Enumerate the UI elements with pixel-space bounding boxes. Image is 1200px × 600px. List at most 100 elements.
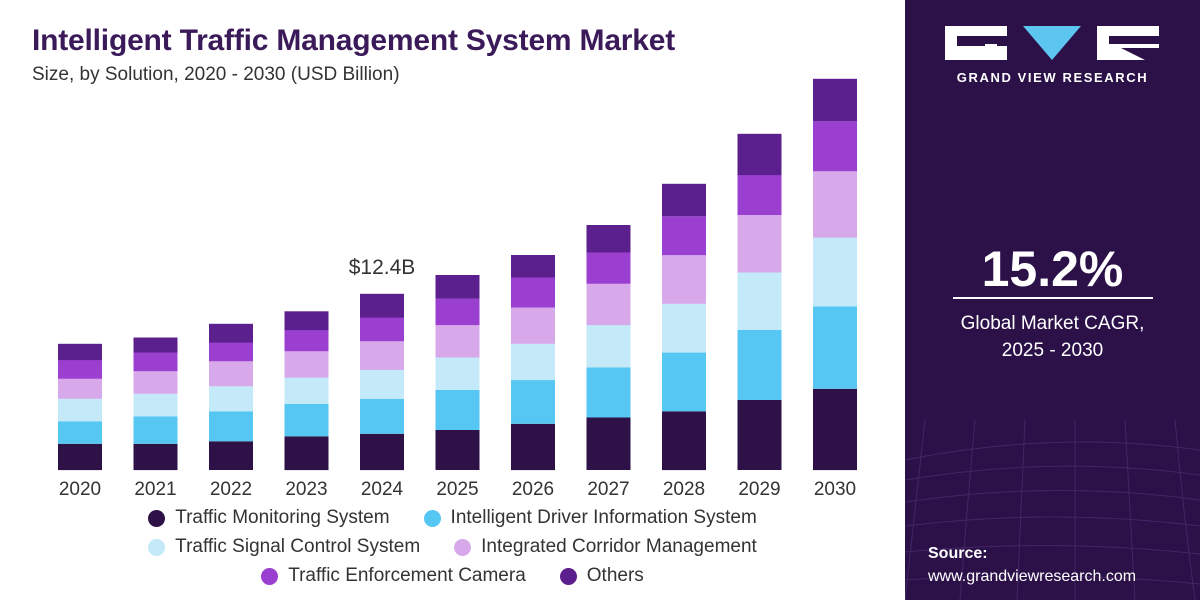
bar-segment-2027-5 <box>586 225 631 253</box>
bar-segment-2025-3 <box>435 325 480 358</box>
bar-segment-2021-5 <box>133 337 178 353</box>
bar-segment-2025-2 <box>435 357 480 390</box>
legend-item-signal-control: Traffic Signal Control System <box>148 536 420 558</box>
bar-annotation-2024: $12.4B <box>349 256 416 279</box>
legend-swatch-driver-information <box>423 509 441 527</box>
bar-segment-2028-4 <box>662 216 706 256</box>
cagr-label-line1: Global Market CAGR, <box>960 313 1145 334</box>
legend-item-enforcement-camera: Traffic Enforcement Camera <box>261 565 526 587</box>
bar-segment-2021-2 <box>133 393 178 417</box>
bar-segment-2028-5 <box>662 183 706 217</box>
legend-swatch-signal-control <box>148 538 166 556</box>
bar-segment-2030-0 <box>813 388 857 471</box>
bar-segment-2026-5 <box>511 255 555 278</box>
bar-segment-2022-5 <box>209 323 253 343</box>
bar-segment-2024-5 <box>360 293 404 318</box>
bar-segment-2028-3 <box>662 255 706 304</box>
bar-segment-2023-5 <box>284 311 329 331</box>
bar-segment-2026-0 <box>511 423 555 471</box>
decorative-grid <box>905 420 1200 600</box>
bar-segment-2021-4 <box>133 352 178 372</box>
bar-segment-2024-1 <box>360 398 404 434</box>
bar-segment-2020-5 <box>58 343 102 361</box>
x-tick-label-2026: 2026 <box>512 479 554 500</box>
x-tick-label-2023: 2023 <box>285 479 327 500</box>
bar-segment-2026-1 <box>511 380 555 424</box>
bar-segment-2020-0 <box>58 443 102 471</box>
chart-legend: Traffic Monitoring System Intelligent Dr… <box>0 505 905 595</box>
bar-segment-2028-0 <box>662 411 706 471</box>
bar-segment-2021-0 <box>133 443 178 471</box>
bar-segment-2029-3 <box>737 215 782 273</box>
bar-segment-2021-3 <box>133 371 178 394</box>
cagr-label-line2: 2025 - 2030 <box>1001 340 1104 361</box>
bar-segment-2025-0 <box>435 430 480 470</box>
bar-segment-2027-0 <box>586 417 631 470</box>
bar-segment-2029-1 <box>737 330 782 400</box>
legend-item-corridor-management: Integrated Corridor Management <box>454 536 757 558</box>
bar-segment-2020-4 <box>58 360 102 379</box>
bar-segment-2020-3 <box>58 378 102 399</box>
bar-segment-2022-2 <box>209 386 253 412</box>
legend-row: Traffic Enforcement Camera Others <box>0 565 905 587</box>
legend-label: Traffic Monitoring System <box>175 507 390 528</box>
chart-title: Intelligent Traffic Management System Ma… <box>32 24 676 57</box>
legend-label: Others <box>586 565 644 586</box>
legend-swatch-others <box>559 567 577 585</box>
x-tick-label-2027: 2027 <box>587 479 629 500</box>
bar-segment-2023-4 <box>284 330 329 352</box>
bar-segment-2027-1 <box>586 367 631 418</box>
bar-segment-2025-5 <box>435 275 480 299</box>
x-tick-label-2025: 2025 <box>436 479 478 500</box>
bar-segment-2027-3 <box>586 283 631 326</box>
bar-segment-2025-1 <box>435 390 480 430</box>
cagr-divider <box>953 297 1153 299</box>
legend-label: Traffic Signal Control System <box>175 536 421 557</box>
x-tick-label-2029: 2029 <box>738 479 780 500</box>
bar-segment-2024-3 <box>360 341 404 370</box>
bar-segment-2030-5 <box>813 78 857 122</box>
bar-segment-2024-4 <box>360 317 404 342</box>
bar-segment-2023-3 <box>284 351 329 378</box>
legend-item-driver-information: Intelligent Driver Information System <box>423 507 757 529</box>
source-label: Source: <box>928 545 988 562</box>
bar-segment-2022-1 <box>209 411 253 442</box>
cagr-value: 15.2% <box>981 241 1124 297</box>
bar-segment-2030-2 <box>813 237 857 307</box>
bar-segment-2026-3 <box>511 307 555 344</box>
x-tick-label-2024: 2024 <box>361 479 404 500</box>
bar-segment-2029-0 <box>737 400 782 470</box>
source-url[interactable]: www.grandviewresearch.com <box>928 568 1137 585</box>
bar-segment-2022-3 <box>209 361 253 387</box>
bar-segment-2022-0 <box>209 441 253 470</box>
bar-segment-2029-4 <box>737 175 782 215</box>
bar-segment-2024-0 <box>360 433 404 471</box>
x-tick-label-2030: 2030 <box>814 479 856 500</box>
logo-wordmark: GRAND VIEW RESEARCH <box>956 70 1149 85</box>
bar-segment-2020-1 <box>58 421 102 444</box>
legend-label: Intelligent Driver Information System <box>450 507 757 528</box>
cagr-label: Global Market CAGR, 2025 - 2030 <box>905 310 1200 364</box>
bar-segment-2030-4 <box>813 121 857 172</box>
legend-item-others: Others <box>559 565 644 587</box>
bar-segment-2022-4 <box>209 342 253 362</box>
chart-panel: Intelligent Traffic Management System Ma… <box>0 24 905 595</box>
bar-segment-2026-4 <box>511 277 555 308</box>
legend-swatch-traffic-monitoring <box>148 509 166 527</box>
legend-item-traffic-monitoring: Traffic Monitoring System <box>148 507 390 529</box>
bar-segment-2020-2 <box>58 398 102 422</box>
bar-segment-2025-4 <box>435 298 480 326</box>
legend-label: Integrated Corridor Management <box>481 536 757 557</box>
bar-segment-2030-3 <box>813 171 857 238</box>
legend-row: Traffic Signal Control System Integrated… <box>0 536 905 558</box>
bar-segment-2029-5 <box>737 133 782 176</box>
bar-segment-2023-0 <box>284 436 329 471</box>
bar-segment-2028-1 <box>662 352 706 412</box>
bar-segment-2023-1 <box>284 403 329 437</box>
legend-swatch-corridor-management <box>454 538 472 556</box>
grand-view-research-logo <box>945 26 1159 60</box>
bar-segment-2024-2 <box>360 370 404 399</box>
bar-segment-2023-2 <box>284 377 329 404</box>
bar-segment-2030-1 <box>813 306 857 389</box>
bar-segment-2027-4 <box>586 252 631 284</box>
